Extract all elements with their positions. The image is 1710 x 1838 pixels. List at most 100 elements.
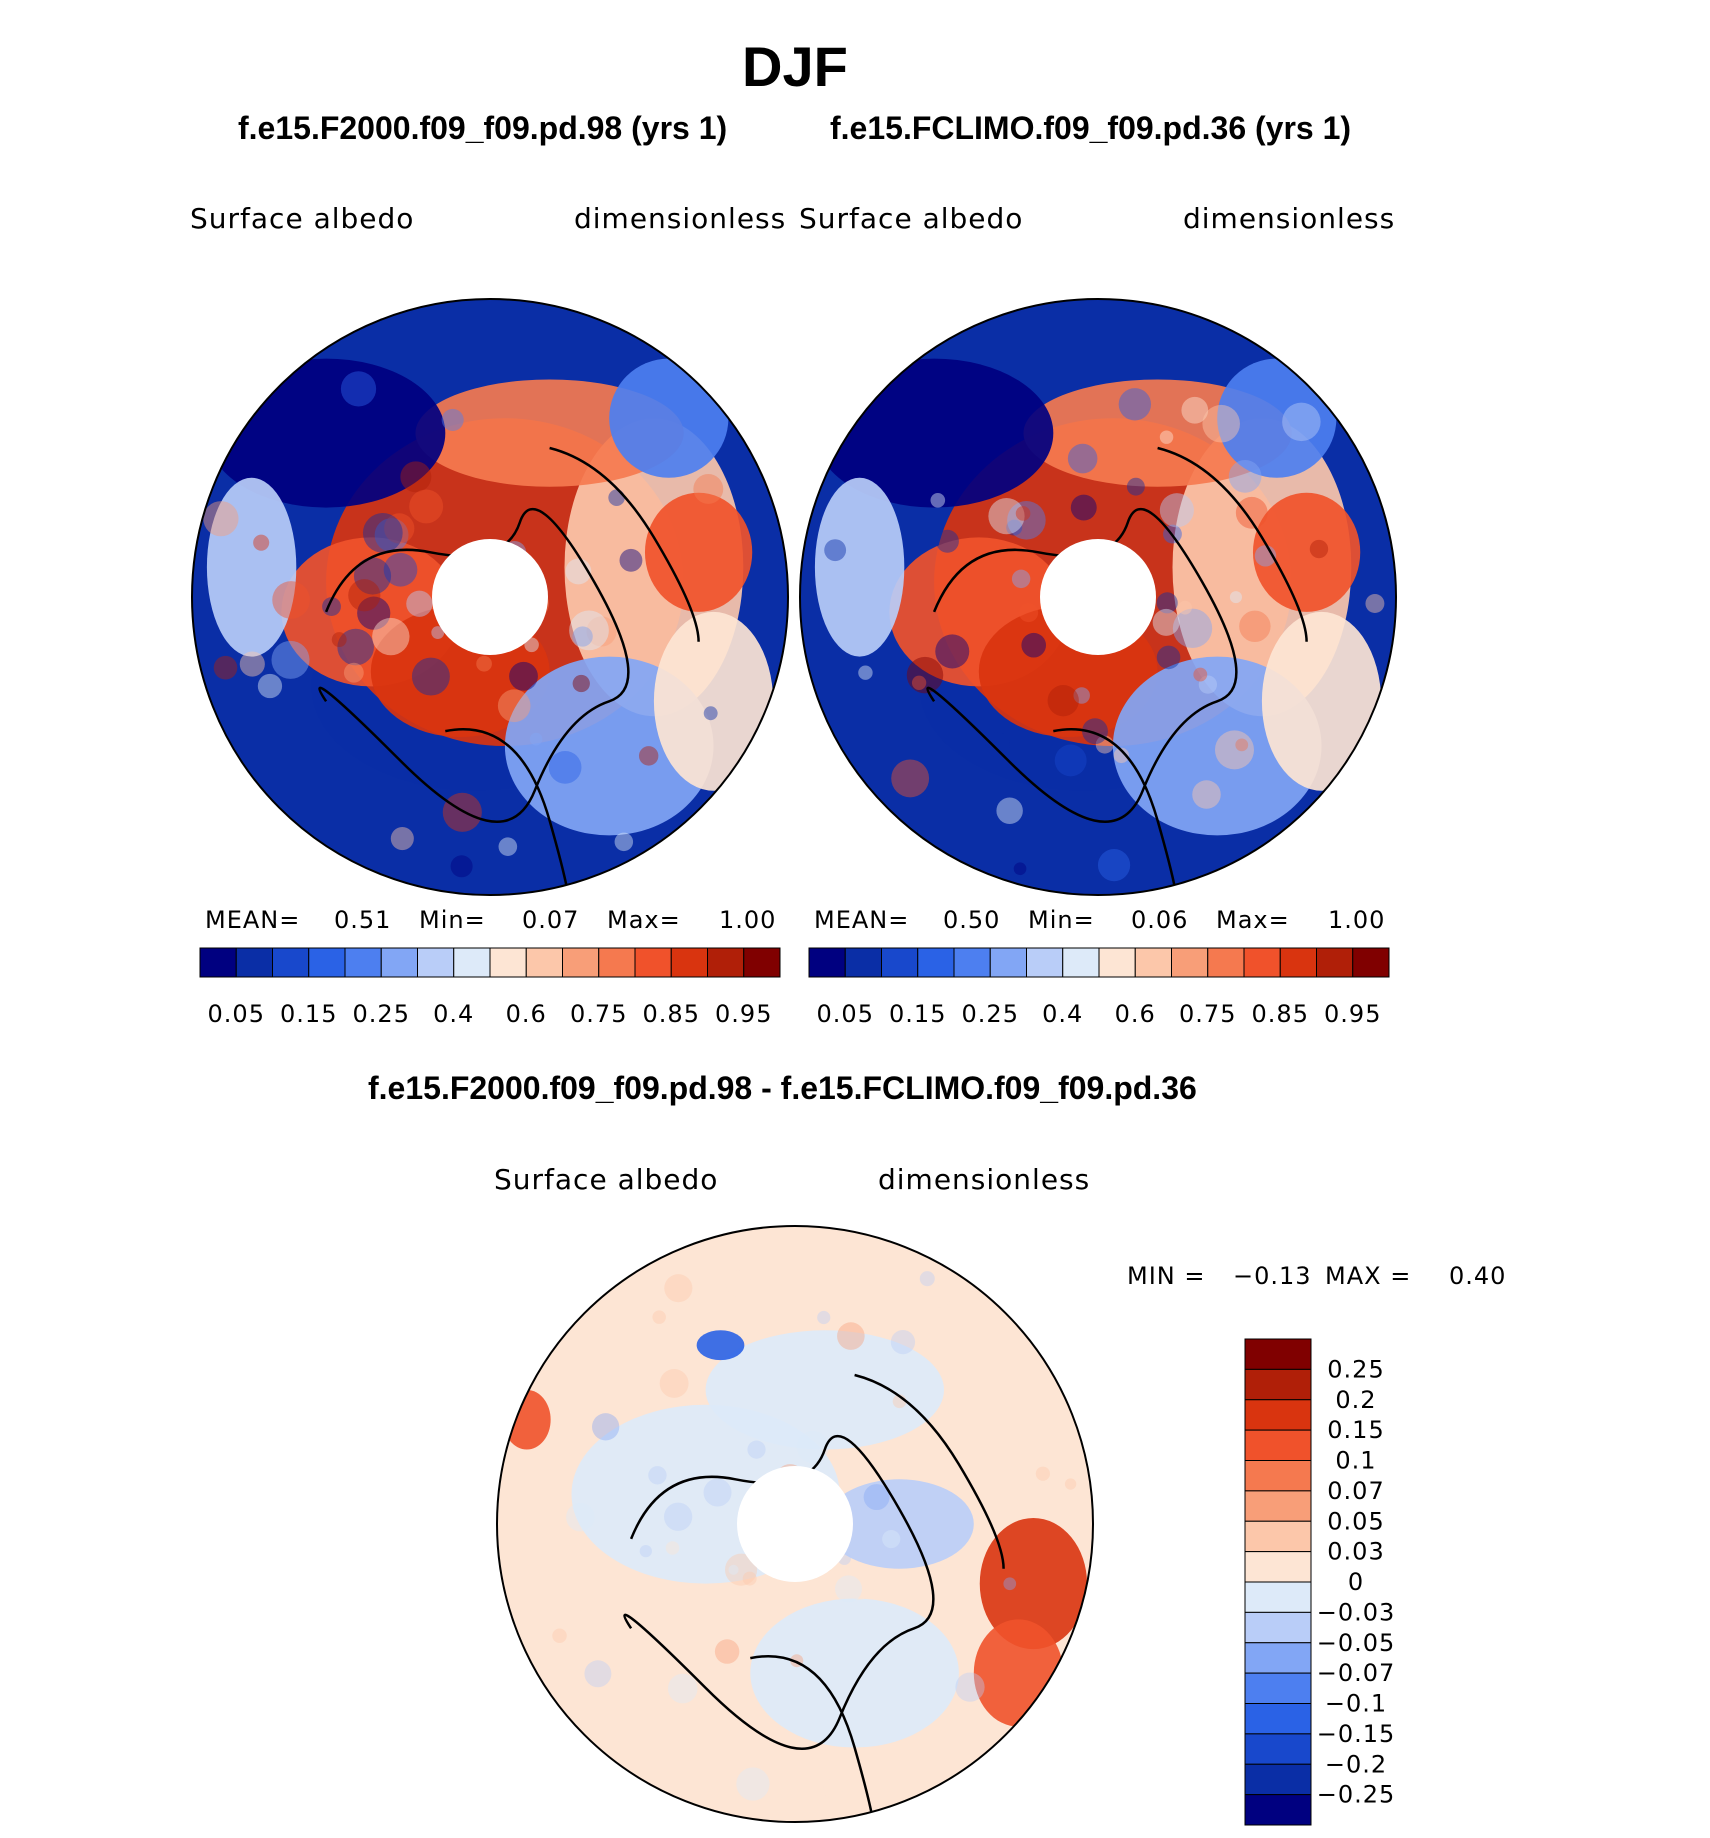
diff-field-speck (1064, 1478, 1077, 1490)
diff-field-speck (742, 1571, 757, 1586)
right-field-speck (1235, 496, 1268, 529)
diff-field-speck (584, 1660, 612, 1688)
left-field-speck (431, 626, 445, 639)
right-map-border (799, 298, 1397, 896)
left-min-value: 0.07 (522, 906, 580, 934)
diff-colorbar-box (1244, 1460, 1312, 1492)
right-field-patch (1252, 492, 1361, 612)
diff-field-speck (1035, 1466, 1050, 1481)
left-variable-label: Surface albedo (190, 202, 415, 235)
left-field-speck (693, 473, 724, 504)
right-colorbar-box (1062, 947, 1100, 978)
left-field-speck (357, 596, 391, 630)
right-field-speck (1015, 506, 1031, 521)
figure-title: DJF (742, 35, 848, 98)
left-max-value: 1.00 (719, 906, 777, 934)
diff-field-speck (1003, 1577, 1017, 1591)
diff-colorbar-box (1244, 1763, 1312, 1796)
diff-field-speck (665, 1541, 680, 1555)
diff-field-speck (736, 1767, 770, 1801)
right-colorbar-box (881, 947, 919, 978)
left-field-speck (703, 706, 718, 721)
right-field-speck (1181, 396, 1209, 424)
diff-max-value: 0.40 (1449, 1262, 1507, 1290)
right-field-speck (1018, 602, 1039, 623)
left-coastlines (318, 446, 700, 895)
diff-field-speck (882, 1530, 901, 1549)
diff-colorbar-box (1244, 1368, 1312, 1401)
diff-min-label: MIN = (1127, 1262, 1206, 1290)
left-field-speck (383, 552, 418, 587)
diff-field-speck (823, 1778, 843, 1799)
diff-colorbar-tick-label: −0.07 (1317, 1659, 1396, 1687)
diff-field-speck (837, 1322, 865, 1350)
left-colorbar-box (670, 947, 708, 978)
diff-colorbar-box (1244, 1551, 1312, 1583)
left-field-speck (331, 632, 347, 648)
left-colorbar-box (235, 947, 273, 978)
right-field-speck (1156, 645, 1181, 670)
diff-colorbar-box (1244, 1733, 1312, 1765)
right-coastlines (926, 446, 1308, 895)
left-field-speck (372, 617, 410, 656)
right-colorbar-box (989, 947, 1027, 978)
left-colorbar-box (525, 947, 563, 978)
diff-field-speck (929, 1285, 952, 1308)
left-field-speck (476, 655, 492, 672)
right-colorbar-box (808, 947, 846, 978)
left-case-title: f.e15.F2000.f09_f09.pd.98 (yrs 1) (238, 110, 728, 146)
diff-field-speck (659, 1368, 689, 1398)
left-field-speck (390, 827, 414, 851)
right-field-speck (1067, 443, 1098, 474)
diff-field-patch (696, 1330, 745, 1361)
right-field-speck (1178, 600, 1192, 615)
left-field-speck (272, 581, 310, 619)
right-field-speck (985, 732, 1010, 757)
right-field-speck (891, 759, 930, 798)
right-max-value: 1.00 (1328, 906, 1386, 934)
left-colorbar-box (417, 947, 455, 978)
left-field-speck (348, 579, 381, 612)
right-field-speck (935, 634, 970, 669)
left-colorbar-box (272, 947, 310, 978)
right-colorbar-tick-label: 0.6 (1115, 1000, 1156, 1028)
diff-field-patch (750, 1598, 959, 1748)
left-colorbar-tick-label: 0.15 (280, 1000, 337, 1028)
left-field-speck (384, 513, 415, 544)
right-colorbar-tick-label: 0.85 (1252, 1000, 1309, 1028)
right-field-speck (858, 665, 873, 680)
diff-colorbar-box (1244, 1490, 1312, 1522)
right-field-speck (824, 539, 847, 562)
right-field-speck (1047, 685, 1079, 717)
diff-map-border (496, 1225, 1094, 1823)
diff-colorbar-tick-label: 0.03 (1327, 1538, 1384, 1566)
right-colorbar-box (1171, 947, 1209, 978)
diff-colorbar-tick-label: 0 (1348, 1568, 1364, 1596)
right-field-speck (1172, 608, 1213, 649)
diff-colorbar-box (1244, 1642, 1312, 1674)
left-colorbar-tick-label: 0.25 (353, 1000, 410, 1028)
diff-field-speck (728, 1564, 739, 1575)
right-field-patch (814, 477, 905, 657)
right-colorbar-tick-label: 0.15 (889, 1000, 946, 1028)
diff-colorbar-box (1244, 1399, 1312, 1431)
diff-colorbar-box (1244, 1672, 1312, 1704)
right-colorbar-box (1098, 947, 1136, 978)
left-field-speck (362, 513, 403, 553)
right-colorbar-box (1279, 947, 1317, 978)
diff-colorbar-tick-label: −0.25 (1317, 1781, 1396, 1809)
diff-field-speck (552, 1628, 567, 1643)
diff-colorbar-box (1244, 1429, 1312, 1461)
right-field-speck (1054, 744, 1087, 777)
right-field-speck (1282, 402, 1321, 442)
diff-field-patch (979, 1518, 1088, 1650)
left-max-label: Max= (607, 906, 681, 934)
left-colorbar-tick-label: 0.05 (208, 1000, 265, 1028)
diff-colorbar-tick-label: 0.1 (1335, 1447, 1376, 1475)
right-field-speck (1159, 493, 1194, 528)
diff-field-speck (843, 1568, 875, 1600)
left-colorbar-box (634, 947, 672, 978)
right-variable-label: Surface albedo (799, 202, 1024, 235)
diff-field-speck (566, 1502, 595, 1532)
diff-colorbar-tick-label: −0.05 (1317, 1629, 1396, 1657)
